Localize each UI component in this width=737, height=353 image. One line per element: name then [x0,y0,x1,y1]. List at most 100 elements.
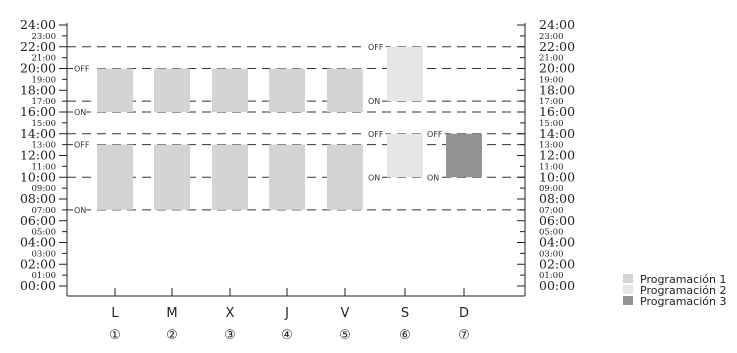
state-label: OFF [427,130,443,139]
left-tick-label: 04:00 [20,235,56,250]
day-label: S [401,306,409,321]
day-number: ③ [224,328,236,343]
legend-swatch [623,296,633,305]
left-tick-label: 02:00 [20,256,56,271]
right-tick-label: 05:00 [539,228,564,238]
state-label-backdrop [73,63,92,74]
left-tick-label: 21:00 [32,54,57,64]
state-label-backdrop [73,204,87,215]
left-tick-label: 19:00 [32,75,57,85]
right-tick-label: 17:00 [539,97,564,107]
left-tick-label: 23:00 [32,32,57,42]
left-tick-label: 05:00 [32,228,57,238]
right-tick-label: 10:00 [539,169,575,184]
schedule-bar [269,144,305,210]
schedule-bar [387,133,423,178]
schedule-bar [269,68,305,112]
state-label-backdrop [426,128,445,139]
state-label-backdrop [73,139,92,150]
day-label: D [459,306,469,321]
left-tick-label: 09:00 [32,184,57,194]
state-label-backdrop [367,96,381,107]
legend-label: Programación 2 [640,284,726,297]
state-label-backdrop [73,107,87,117]
right-tick-label: 21:00 [539,54,564,64]
left-tick-label: 16:00 [20,104,56,119]
right-tick-label: 08:00 [539,191,575,206]
schedule-bar [154,144,190,210]
day-number: ② [166,328,178,343]
state-label: OFF [74,65,90,74]
right-tick-label: 04:00 [539,235,575,250]
right-tick-label: 06:00 [539,213,575,228]
right-tick-label: 18:00 [539,82,575,97]
state-label-backdrop [367,41,386,52]
state-label: ON [427,173,439,182]
right-tick-label: 12:00 [539,148,575,163]
day-label: M [166,306,177,321]
left-tick-label: 00:00 [20,278,56,293]
left-tick-label: 03:00 [32,249,57,259]
state-label-backdrop [426,172,440,183]
state-label: OFF [368,43,384,52]
right-tick-label: 23:00 [539,32,564,42]
left-tick-label: 20:00 [20,61,56,76]
state-label: OFF [368,130,384,139]
left-tick-label: 06:00 [20,213,56,228]
day-label: X [226,306,235,321]
left-tick-label: 10:00 [20,169,56,184]
right-tick-label: 09:00 [539,184,564,194]
state-label: ON [74,108,86,117]
day-number: ⑤ [339,328,351,343]
left-tick-label: 11:00 [32,162,57,172]
left-tick-label: 18:00 [20,82,56,97]
right-tick-label: 24:00 [539,17,575,32]
day-number: ⑥ [399,328,411,343]
day-number: ⑦ [458,328,470,343]
schedule-bar [97,144,133,210]
schedule-bar [212,144,248,210]
schedule-bar [154,68,190,112]
state-label: ON [74,206,86,215]
right-tick-label: 01:00 [539,271,564,281]
right-tick-label: 16:00 [539,104,575,119]
state-label-backdrop [367,128,386,139]
day-label: J [284,306,289,321]
schedule-bar [446,133,482,178]
right-tick-label: 19:00 [539,75,564,85]
day-label: L [111,306,119,321]
left-tick-label: 17:00 [32,97,57,107]
right-tick-label: 00:00 [539,278,575,293]
right-tick-label: 22:00 [539,39,575,54]
left-tick-label: 14:00 [20,126,56,141]
right-tick-label: 13:00 [539,141,564,151]
legend-label: Programación 1 [640,273,726,286]
schedule-bar [97,68,133,112]
legend-swatch [623,285,633,294]
legend-label: Programación 3 [640,295,726,308]
state-label: OFF [74,141,90,150]
right-tick-label: 03:00 [539,249,564,259]
day-label: V [341,306,350,321]
schedule-bar [212,68,248,112]
left-tick-label: 15:00 [32,119,57,129]
state-label: ON [368,97,380,106]
left-tick-label: 01:00 [32,271,57,281]
day-number: ④ [281,328,293,343]
schedule-bar [327,144,363,210]
day-number: ① [109,328,121,343]
left-tick-label: 07:00 [32,206,57,216]
right-tick-label: 11:00 [539,162,564,172]
right-tick-label: 15:00 [539,119,564,129]
left-tick-label: 08:00 [20,191,56,206]
right-tick-label: 07:00 [539,206,564,216]
bars-layer [97,46,482,210]
labels-layer: L ① M ② X ③ J ④ V ⑤ S ⑥ D ⑦ OFF ON OFF ON OFF ON OFF ON OFF ON [73,41,470,343]
right-tick-label: 02:00 [539,256,575,271]
left-tick-label: 24:00 [20,17,56,32]
state-label: ON [368,173,380,182]
state-label-backdrop [367,172,381,183]
left-tick-label: 12:00 [20,148,56,163]
